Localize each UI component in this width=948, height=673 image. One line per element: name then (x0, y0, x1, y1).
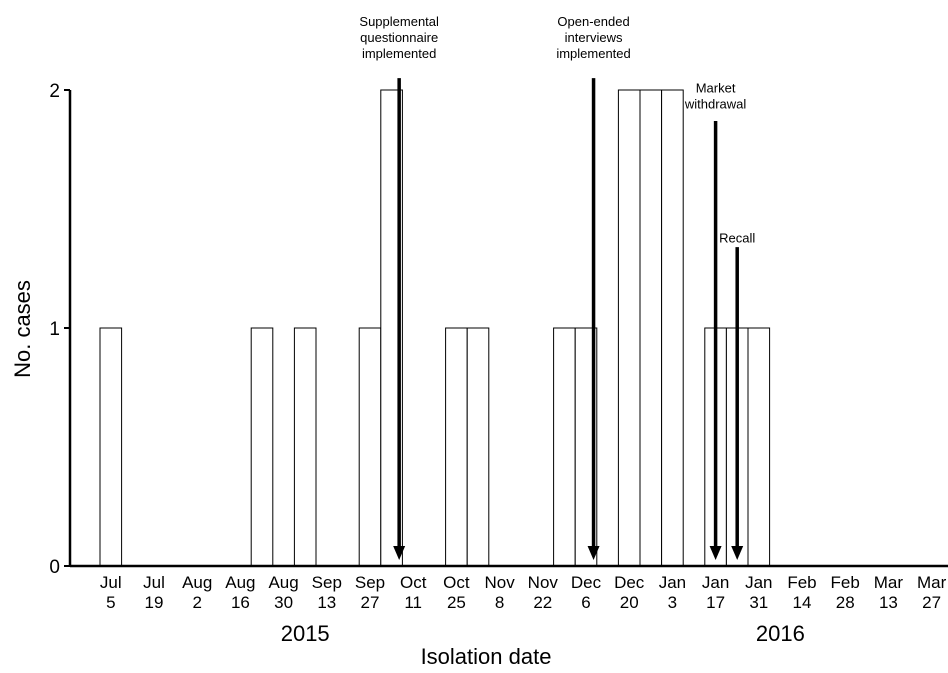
x-tick-label: Nov 22 (528, 573, 559, 612)
year-label: 2015 (281, 621, 330, 646)
y-tick-label: 0 (49, 557, 60, 578)
x-tick-label: Aug 30 (268, 573, 298, 612)
x-tick-label: Jan 17 (702, 573, 729, 612)
x-tick-label: Feb 14 (787, 573, 816, 612)
y-tick-label: 1 (49, 319, 60, 340)
x-tick-label: Dec 20 (614, 573, 645, 612)
annotation-arrow-head (709, 546, 722, 560)
x-tick-label: Aug 16 (225, 573, 255, 612)
x-tick-label: Nov 8 (484, 573, 515, 612)
bar (639, 89, 663, 567)
bar (293, 327, 317, 567)
x-tick-label: Mar 27 (917, 573, 947, 612)
year-label: 2016 (756, 621, 805, 646)
bar (445, 327, 468, 567)
annotation-arrow-head (393, 546, 406, 560)
bar (466, 327, 490, 567)
x-tick-label: Sep 27 (355, 573, 385, 612)
bar (358, 327, 382, 567)
annotation-arrow-head (587, 546, 600, 560)
annotation-label: Recall (719, 230, 755, 245)
x-tick-label: Aug 2 (182, 573, 212, 612)
x-tick-label: Jul 19 (143, 573, 165, 612)
x-tick-label: Mar 13 (874, 573, 904, 612)
x-tick-label: Oct 11 (400, 573, 427, 612)
bar (617, 89, 641, 567)
bar (99, 327, 123, 567)
y-axis-title: No. cases (10, 280, 35, 378)
year-labels-group: 2015 2016 (281, 621, 805, 646)
y-tick-label: 2 (49, 81, 60, 102)
annotation-label: Market withdrawal (684, 80, 747, 111)
annotation-arrow-head (731, 546, 744, 560)
x-tick-label: Feb 28 (831, 573, 860, 612)
x-axis-title: Isolation date (421, 644, 552, 669)
x-tick-label: Oct 25 (443, 573, 470, 612)
bar (553, 327, 576, 567)
x-tick-label: Jul 5 (100, 573, 122, 612)
y-ticks-group: 0 1 2 (49, 81, 70, 578)
bar (661, 89, 684, 567)
annotation-label: Open-ended interviews implemented (556, 14, 630, 61)
x-tick-label: Dec 6 (571, 573, 602, 612)
axes-group (68, 90, 948, 568)
x-ticks-group: Jul 5 Jul 19 Aug 2 Aug 16 Aug 30 Sep 13 Sep 27 Oct 11 Oc… (100, 573, 947, 612)
annotation-label: Supplemental questionnaire implemented (359, 14, 439, 61)
bar (747, 327, 771, 567)
bar (250, 327, 274, 567)
x-tick-label: Jan 31 (745, 573, 772, 612)
x-tick-label: Jan 3 (659, 573, 686, 612)
x-tick-label: Sep 13 (312, 573, 342, 612)
annotations-group: Supplemental questionnaire implemented Open… (359, 14, 755, 560)
bars-group (99, 89, 771, 567)
